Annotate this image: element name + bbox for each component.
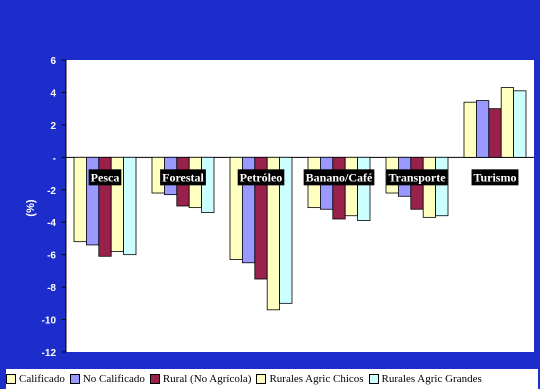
category-label: Pesca bbox=[91, 170, 120, 184]
legend-swatch bbox=[149, 374, 160, 384]
legend-swatch bbox=[69, 374, 80, 384]
bar bbox=[344, 156, 359, 217]
bar bbox=[488, 108, 502, 158]
bar bbox=[357, 156, 371, 221]
bar bbox=[463, 101, 477, 158]
y-tick-label: -6 bbox=[47, 251, 56, 262]
bar bbox=[332, 156, 346, 220]
category-label: Forestal bbox=[162, 170, 204, 184]
y-tick-label: - bbox=[53, 153, 56, 164]
legend-item: No Calificado bbox=[69, 373, 145, 385]
bar bbox=[279, 156, 293, 304]
bar bbox=[500, 87, 515, 158]
legend-swatch bbox=[6, 374, 16, 384]
y-tick-label: -12 bbox=[42, 348, 57, 359]
bar bbox=[475, 100, 490, 158]
legend-item: Rurales Agric Grandes bbox=[368, 373, 482, 385]
legend-swatch bbox=[368, 374, 379, 384]
legend-label: Rural (No Agrícola) bbox=[162, 373, 252, 385]
bar bbox=[123, 156, 137, 256]
bar bbox=[513, 90, 527, 158]
y-tick-label: -8 bbox=[47, 283, 56, 294]
category-label-bg bbox=[303, 169, 375, 186]
y-tick-label: 4 bbox=[50, 88, 56, 99]
legend-label: No Calificado bbox=[82, 373, 145, 385]
y-tick-label: -10 bbox=[42, 316, 57, 327]
legend-label: Calificado bbox=[19, 373, 65, 385]
bar bbox=[73, 156, 87, 243]
legend-item: Calificado bbox=[6, 373, 65, 385]
legend: Calificado No Calificado Rural (No Agrícol… bbox=[6, 369, 538, 389]
category-label-bg bbox=[88, 169, 122, 186]
legend-label: Rurales Agric Chicos bbox=[269, 373, 364, 385]
legend-item: Rural (No Agrícola) bbox=[149, 373, 252, 385]
bar bbox=[422, 156, 437, 218]
y-axis-label: (%) bbox=[25, 199, 37, 216]
legend-swatch bbox=[256, 374, 267, 384]
y-tick-label: 2 bbox=[50, 121, 56, 132]
category-label-bg bbox=[160, 169, 206, 186]
bar bbox=[435, 156, 449, 217]
bar-chart: 6 4 2 - -2 -4 -6 -8 -10 -12 Pesca Forestal Petróleo… bbox=[25, 56, 534, 359]
legend-label: Rurales Agric Grandes bbox=[381, 373, 482, 385]
plot-area bbox=[66, 60, 534, 352]
category-label: Banano/Café bbox=[306, 170, 373, 184]
category-label-bg bbox=[237, 169, 285, 186]
category-label-bg bbox=[471, 169, 519, 186]
category-label: Turismo bbox=[474, 170, 517, 184]
y-tick-label: -4 bbox=[47, 218, 56, 229]
category-label: Transporte bbox=[388, 170, 446, 184]
y-tick-label: 6 bbox=[50, 56, 56, 67]
category-label-bg bbox=[386, 169, 448, 186]
y-tick-label: -2 bbox=[47, 186, 56, 197]
category-label: Petróleo bbox=[240, 170, 283, 184]
legend-item: Rurales Agric Chicos bbox=[256, 373, 364, 385]
